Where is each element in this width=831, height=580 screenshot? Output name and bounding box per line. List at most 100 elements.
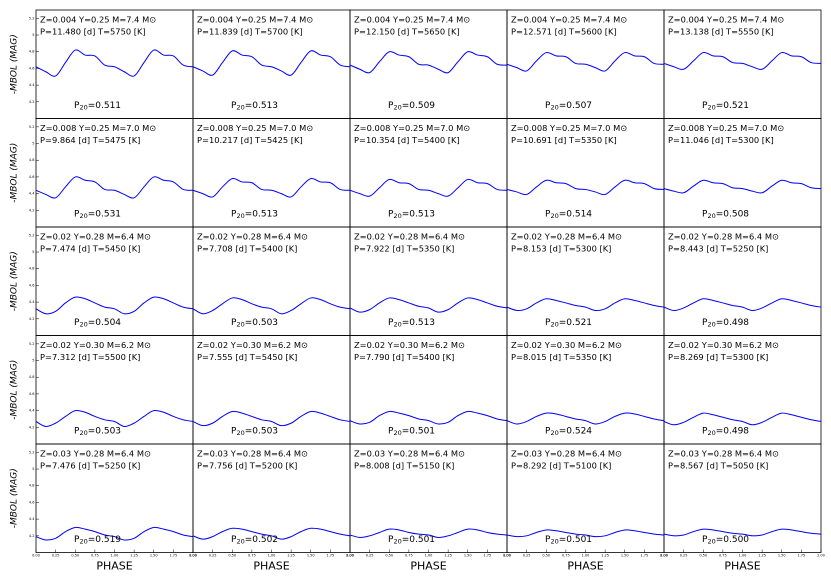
p20-value: =0.509 <box>402 101 436 111</box>
model-params: Z=0.008 Y=0.25 M=7.0 M⊙ <box>354 123 470 133</box>
light-curve <box>663 179 822 194</box>
x-tick-label: 0.50 <box>699 554 707 558</box>
x-tick-label: 1.25 <box>287 554 295 558</box>
y-axis-label: -MBOL (MAG) <box>10 34 20 94</box>
p20-label: P20=0.513 <box>388 209 435 220</box>
p20-subscript: 20 <box>79 538 87 546</box>
panel-group: Z=0.02 Y=0.30 M=6.2 M⊙ P=8.269 [d] T=5300… <box>663 335 822 445</box>
p20-label: P20=0.502 <box>231 535 278 546</box>
y-tick-label: 5 <box>32 142 34 146</box>
light-curve <box>663 51 822 70</box>
panel-group: Z=0.03 Y=0.28 M=6.4 M⊙ P=8.292 [d] T=5100… <box>503 443 668 573</box>
x-tick-label: 1.25 <box>130 554 138 558</box>
p20-subscript: 20 <box>707 429 715 437</box>
x-tick-label: 0.75 <box>405 554 413 558</box>
period-temp: P=8.567 [d] T=5050 [K] <box>668 461 768 471</box>
p20-value: =0.503 <box>88 426 121 436</box>
p20-symbol: P <box>388 535 394 545</box>
p20-subscript: 20 <box>707 321 715 329</box>
y-axis-label: -MBOL (MAG) <box>10 143 20 203</box>
panel-group: Z=0.008 Y=0.25 M=7.0 M⊙ P=10.691 [d] T=53… <box>506 118 665 228</box>
p20-symbol: P <box>388 318 394 328</box>
model-params: Z=0.03 Y=0.28 M=6.4 M⊙ <box>511 449 622 459</box>
p20-label: P20=0.501 <box>545 535 592 546</box>
light-curve <box>349 410 508 425</box>
panel-group: Z=0.02 Y=0.30 M=6.2 M⊙ P=8.015 [d] T=5350… <box>506 335 665 445</box>
p20-value: =0.507 <box>559 101 592 111</box>
p20-value: =0.513 <box>402 209 435 219</box>
period-temp: P=8.292 [d] T=5100 [K] <box>511 461 611 471</box>
x-tick-label: 2.00 <box>189 554 197 558</box>
model-params: Z=0.004 Y=0.25 M=7.4 M⊙ <box>40 15 156 25</box>
y-tick-label: 4.6 <box>29 66 35 70</box>
p20-subscript: 20 <box>707 538 715 546</box>
model-params: Z=0.02 Y=0.28 M=6.4 M⊙ <box>668 232 779 242</box>
y-tick-label: 4.8 <box>29 158 35 162</box>
y-tick-label: 4.8 <box>29 375 35 379</box>
x-tick-label: 0.75 <box>248 554 256 558</box>
x-tick-label: 1.50 <box>464 554 472 558</box>
model-params: Z=0.02 Y=0.28 M=6.4 M⊙ <box>511 232 622 242</box>
p20-value: =0.513 <box>245 101 278 111</box>
p20-value: =0.501 <box>402 535 435 545</box>
p20-subscript: 20 <box>79 104 87 112</box>
light-curve <box>192 527 351 540</box>
x-tick-label: 2.00 <box>346 554 354 558</box>
period-temp: P=10.691 [d] T=5350 [K] <box>511 135 617 145</box>
model-params: Z=0.03 Y=0.28 M=6.4 M⊙ <box>668 449 779 459</box>
light-curve <box>506 179 665 196</box>
x-tick-label: 0.75 <box>91 554 99 558</box>
p20-subscript: 20 <box>236 104 244 112</box>
p20-subscript: 20 <box>393 321 401 329</box>
p20-symbol: P <box>74 101 80 111</box>
model-params: Z=0.02 Y=0.28 M=6.4 M⊙ <box>197 232 308 242</box>
p20-subscript: 20 <box>393 429 401 437</box>
x-tick-label: 0.00 <box>189 554 197 558</box>
p20-symbol: P <box>388 426 394 436</box>
y-tick-label: 4.4 <box>29 517 35 521</box>
y-tick-label: 5.2 <box>29 342 35 346</box>
period-temp: P=8.269 [d] T=5300 [K] <box>668 352 768 362</box>
p20-subscript: 20 <box>707 104 715 112</box>
panel-group: Z=0.03 Y=0.28 M=6.4 M⊙ P=7.756 [d] T=5200… <box>189 443 354 573</box>
period-temp: P=11.046 [d] T=5300 [K] <box>668 135 774 145</box>
y-tick-label: 4.8 <box>29 267 35 271</box>
p20-label: P20=0.531 <box>74 209 121 220</box>
p20-subscript: 20 <box>79 212 87 220</box>
period-temp: P=8.015 [d] T=5350 [K] <box>511 352 611 362</box>
y-tick-label: 5 <box>32 467 34 471</box>
p20-symbol: P <box>231 209 237 219</box>
p20-symbol: P <box>388 209 394 219</box>
period-temp: P=13.138 [d] T=5550 [K] <box>668 27 774 37</box>
y-tick-label: 5 <box>32 359 34 363</box>
x-tick-label: 1.00 <box>111 554 119 558</box>
y-tick-label: 4.4 <box>29 300 35 304</box>
p20-value: =0.508 <box>716 209 750 219</box>
panel-group: Z=0.02 Y=0.28 M=6.4 M⊙ P=7.474 [d] T=5450… <box>10 226 194 336</box>
p20-value: =0.521 <box>716 101 749 111</box>
p20-value: =0.503 <box>245 318 278 328</box>
p20-label: P20=0.513 <box>231 209 278 220</box>
model-params: Z=0.004 Y=0.25 M=7.4 M⊙ <box>197 15 313 25</box>
p20-label: P20=0.519 <box>74 535 121 546</box>
p20-label: P20=0.503 <box>74 426 121 437</box>
p20-value: =0.503 <box>245 426 278 436</box>
x-tick-label: 0.00 <box>32 554 40 558</box>
y-tick-label: 4.2 <box>29 317 35 321</box>
panel-group: Z=0.02 Y=0.28 M=6.4 M⊙ P=8.153 [d] T=5300… <box>506 226 665 336</box>
light-curve <box>192 50 351 76</box>
p20-value: =0.511 <box>88 101 121 111</box>
x-tick-label: 1.50 <box>307 554 315 558</box>
p20-subscript: 20 <box>236 538 244 546</box>
p20-symbol: P <box>702 535 708 545</box>
model-params: Z=0.03 Y=0.28 M=6.4 M⊙ <box>197 449 308 459</box>
p20-label: P20=0.513 <box>388 318 435 329</box>
y-axis-label: -MBOL (MAG) <box>10 251 20 311</box>
panel-group: Z=0.03 Y=0.28 M=6.4 M⊙ P=7.476 [d] T=5250… <box>10 443 197 573</box>
p20-subscript: 20 <box>393 538 401 546</box>
panel-group: Z=0.008 Y=0.25 M=7.0 M⊙ P=9.864 [d] T=547… <box>10 118 194 228</box>
panel-group: Z=0.02 Y=0.28 M=6.4 M⊙ P=8.443 [d] T=5250… <box>663 226 822 336</box>
x-tick-label: 2.00 <box>503 554 511 558</box>
model-params: Z=0.008 Y=0.25 M=7.0 M⊙ <box>668 123 784 133</box>
p20-value: =0.513 <box>245 209 278 219</box>
